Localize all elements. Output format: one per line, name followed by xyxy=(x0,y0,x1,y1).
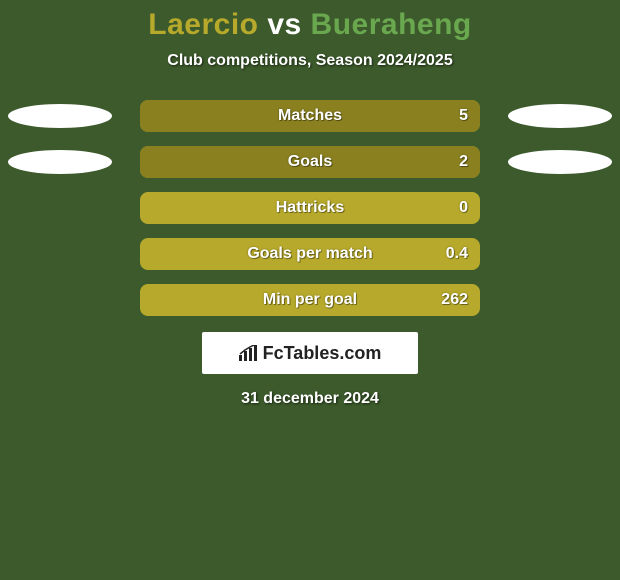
stat-row: Matches5 xyxy=(0,100,620,132)
comparison-chart: Matches5Goals2Hattricks0Goals per match0… xyxy=(0,100,620,316)
player-marker-left xyxy=(8,150,112,174)
stat-value: 262 xyxy=(441,284,468,316)
bar-chart-icon xyxy=(239,345,259,361)
stat-row: Min per goal262 xyxy=(0,284,620,316)
stat-value: 0 xyxy=(459,192,468,224)
stat-label: Hattricks xyxy=(140,192,480,224)
stat-value: 0.4 xyxy=(446,238,468,270)
stat-row: Hattricks0 xyxy=(0,192,620,224)
player-marker-left xyxy=(8,104,112,128)
stat-label: Matches xyxy=(140,100,480,132)
title-vs: vs xyxy=(258,8,310,41)
stat-row: Goals2 xyxy=(0,146,620,178)
page-background: Laercio vs Bueraheng Club competitions, … xyxy=(0,0,620,580)
stat-row: Goals per match0.4 xyxy=(0,238,620,270)
date-text: 31 december 2024 xyxy=(0,390,620,408)
stat-value: 2 xyxy=(459,146,468,178)
player-marker-right xyxy=(508,150,612,174)
title-player2: Bueraheng xyxy=(311,8,472,41)
stat-label: Goals per match xyxy=(140,238,480,270)
title-player1: Laercio xyxy=(148,8,258,41)
subtitle: Club competitions, Season 2024/2025 xyxy=(0,52,620,70)
stat-label: Goals xyxy=(140,146,480,178)
player-marker-right xyxy=(508,104,612,128)
logo-box: FcTables.com xyxy=(202,332,418,374)
logo-text: FcTables.com xyxy=(263,343,382,364)
stat-label: Min per goal xyxy=(140,284,480,316)
page-title: Laercio vs Bueraheng xyxy=(0,0,620,42)
stat-value: 5 xyxy=(459,100,468,132)
